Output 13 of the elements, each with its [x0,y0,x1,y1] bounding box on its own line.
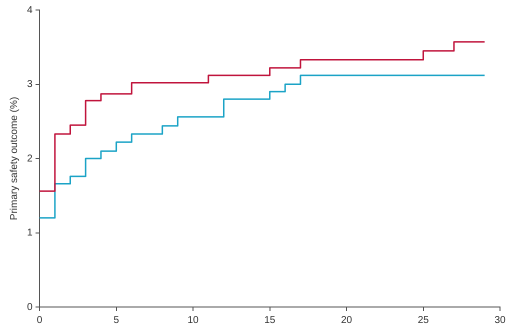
y-tick-label: 0 [27,302,33,313]
x-tick-label: 20 [340,314,353,326]
x-tick-label: 0 [36,314,43,326]
y-tick-label: 1 [27,228,33,238]
x-tick-label: 5 [114,314,120,326]
x-tick-label: 10 [187,314,200,326]
y-tick-label: 3 [27,79,33,90]
x-tick-label: 30 [494,314,506,326]
x-tick-label: 15 [264,314,276,326]
x-tick-label: 25 [418,314,430,326]
y-tick-label: 4 [27,4,33,16]
y-tick-label: 2 [27,153,33,164]
y-axis-title: Primary safety outcome (%) [8,96,20,220]
